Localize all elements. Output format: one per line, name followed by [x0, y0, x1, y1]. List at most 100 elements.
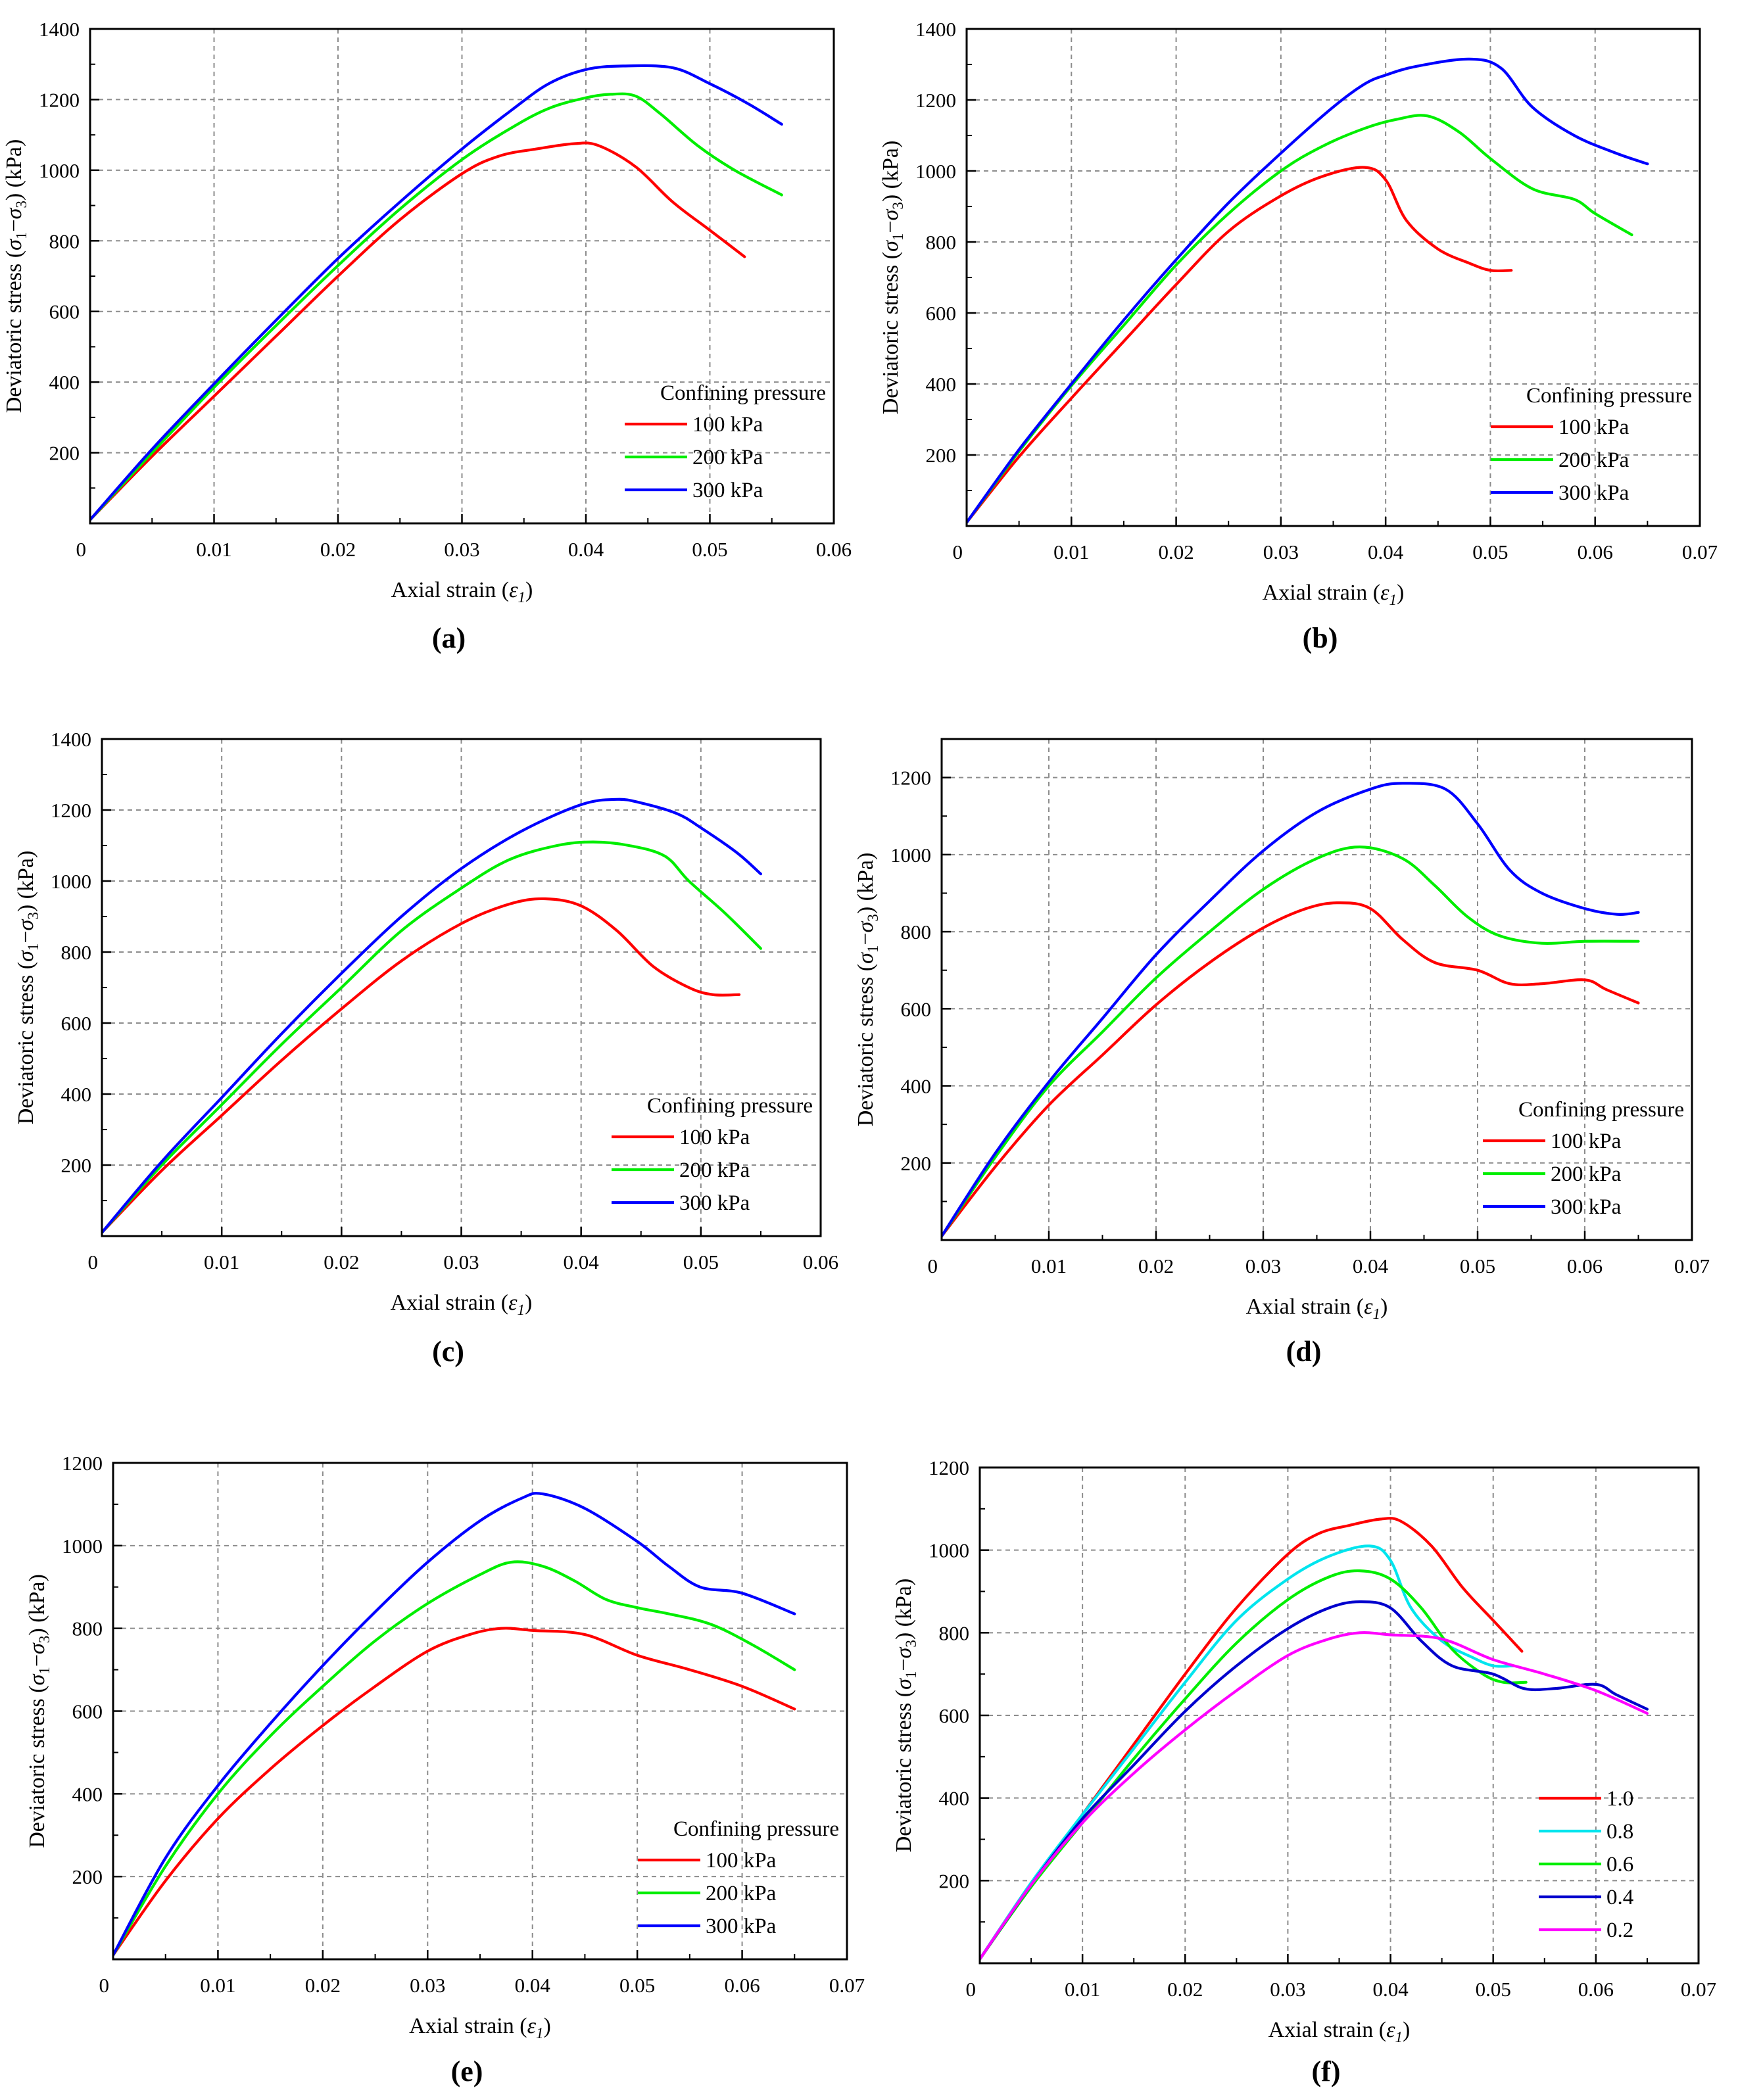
x-axis-title: Axial strain (ε1) [1263, 581, 1405, 608]
series-line-100-kPa [967, 166, 1513, 524]
panel-label: (a) [432, 622, 466, 654]
x-tick-label: 0.06 [724, 1974, 760, 1997]
x-tick-label: 0.07 [829, 1974, 865, 1997]
y-tick-label: 1000 [62, 1535, 103, 1558]
x-axis-title: Axial strain (ε1) [391, 1291, 533, 1318]
legend-entry: 100 kPa [1558, 416, 1629, 439]
legend-entry: 200 kPa [706, 1882, 777, 1905]
y-tick-label: 1000 [39, 159, 80, 182]
y-tick-label: 600 [926, 302, 957, 325]
x-tick-label: 0.04 [568, 538, 604, 561]
series-line-300-kPa [967, 57, 1649, 524]
y-tick-label: 600 [901, 997, 932, 1020]
y-tick-label: 1200 [51, 799, 91, 822]
y-tick-label: 200 [49, 442, 80, 465]
y-tick-label: 800 [72, 1617, 103, 1640]
chart-panel-1: 0 0.01 0.02 0.03 0.04 0.05 0.06 200 400 600 800 100… [2, 18, 852, 654]
legend-entry: 0.4 [1606, 1886, 1633, 1909]
x-tick-label: 0.03 [443, 1251, 479, 1274]
x-tick-label: 0.06 [803, 1251, 838, 1274]
x-tick-label: 0.02 [1138, 1254, 1174, 1277]
x-tick-label: 0.05 [1460, 1254, 1495, 1277]
y-tick-label: 200 [61, 1154, 92, 1177]
y-axis-title: Deviatoric stress (σ1−σ3) (kPa) [892, 1579, 919, 1853]
legend-title: Confining pressure [647, 1094, 813, 1118]
legend-entry: 0.6 [1606, 1853, 1633, 1876]
panel-label: (e) [451, 2055, 483, 2088]
series-line-0.4 [980, 1600, 1649, 1961]
x-tick-label: 0.05 [683, 1251, 719, 1274]
panel-label: (f) [1312, 2055, 1341, 2088]
x-tick-label: 0.02 [1167, 1978, 1203, 2001]
panel-label: (c) [432, 1335, 464, 1368]
x-tick-label: 0.03 [410, 1974, 445, 1997]
legend-entry: 100 kPa [1551, 1130, 1622, 1153]
series-line-200-kPa [967, 114, 1633, 524]
x-tick-label: 0.04 [1368, 540, 1404, 563]
x-tick-label: 0 [99, 1974, 110, 1997]
plot-frame [89, 28, 835, 525]
plot-frame [978, 1466, 1700, 1965]
y-tick-label: 1000 [929, 1539, 969, 1562]
x-tick-label: 0 [76, 538, 87, 561]
y-tick-label: 1000 [51, 870, 91, 893]
legend-title: Confining pressure [673, 1817, 839, 1841]
y-tick-label: 1200 [915, 89, 956, 112]
x-tick-label: 0.03 [1263, 540, 1299, 563]
series-line-0.6 [980, 1569, 1528, 1961]
legend-entry: 0.2 [1606, 1919, 1633, 1942]
legend-entry: 200 kPa [692, 446, 763, 469]
legend-entry: 100 kPa [692, 413, 763, 437]
x-tick-label: 0.01 [1065, 1978, 1100, 2001]
y-tick-label: 600 [72, 1700, 103, 1723]
x-tick-label: 0.07 [1674, 1254, 1710, 1277]
legend-entry: 200 kPa [1558, 448, 1629, 472]
series-line-1.0 [980, 1517, 1524, 1961]
y-tick-label: 1400 [51, 728, 91, 751]
x-tick-label: 0.02 [1158, 540, 1194, 563]
series-line-200-kPa [113, 1560, 796, 1957]
plot-frame [112, 1462, 848, 1961]
y-tick-label: 200 [901, 1152, 932, 1175]
x-tick-label: 0.01 [204, 1251, 239, 1274]
y-tick-label: 800 [926, 231, 957, 254]
y-tick-label: 200 [72, 1865, 103, 1888]
legend-entry: 300 kPa [1551, 1195, 1622, 1219]
y-tick-label: 400 [939, 1787, 970, 1810]
series-line-200-kPa [90, 92, 783, 521]
x-tick-label: 0.05 [1476, 1978, 1511, 2001]
chart-panel-3: 0 0.01 0.02 0.03 0.04 0.05 0.06 200 400 600 800 100… [14, 728, 838, 1368]
x-tick-label: 0.06 [816, 538, 852, 561]
y-tick-label: 400 [901, 1075, 932, 1098]
y-tick-label: 600 [939, 1704, 970, 1727]
x-tick-label: 0.01 [200, 1974, 235, 1997]
plot-frame [940, 738, 1693, 1241]
x-tick-label: 0.04 [1372, 1978, 1409, 2001]
series-line-0.8 [980, 1544, 1515, 1961]
y-tick-label: 800 [49, 229, 80, 252]
x-tick-label: 0.01 [1031, 1254, 1067, 1277]
x-tick-label: 0 [928, 1254, 938, 1277]
x-tick-label: 0 [88, 1251, 99, 1274]
legend-title: Confining pressure [1518, 1098, 1684, 1122]
x-tick-label: 0.05 [1472, 540, 1508, 563]
x-tick-label: 0.02 [324, 1251, 359, 1274]
legend-entry: 300 kPa [706, 1915, 777, 1938]
y-tick-label: 1200 [890, 767, 931, 790]
series-line-200-kPa [102, 840, 762, 1234]
legend-entry: 300 kPa [1558, 481, 1629, 505]
series-line-0.2 [980, 1631, 1649, 1961]
x-tick-label: 0.01 [196, 538, 231, 561]
y-tick-label: 800 [939, 1621, 970, 1644]
y-tick-label: 600 [61, 1012, 92, 1035]
series-line-300-kPa [102, 798, 762, 1234]
series-line-100-kPa [942, 901, 1640, 1238]
x-tick-label: 0.03 [444, 538, 479, 561]
legend-entry: 200 kPa [1551, 1162, 1622, 1186]
x-tick-label: 0.07 [1681, 1978, 1716, 2001]
x-tick-label: 0.04 [1353, 1254, 1389, 1277]
y-tick-label: 1200 [62, 1452, 103, 1475]
y-axis-title: Deviatoric stress (σ1−σ3) (kPa) [879, 141, 906, 415]
legend-title: Confining pressure [1526, 384, 1692, 408]
